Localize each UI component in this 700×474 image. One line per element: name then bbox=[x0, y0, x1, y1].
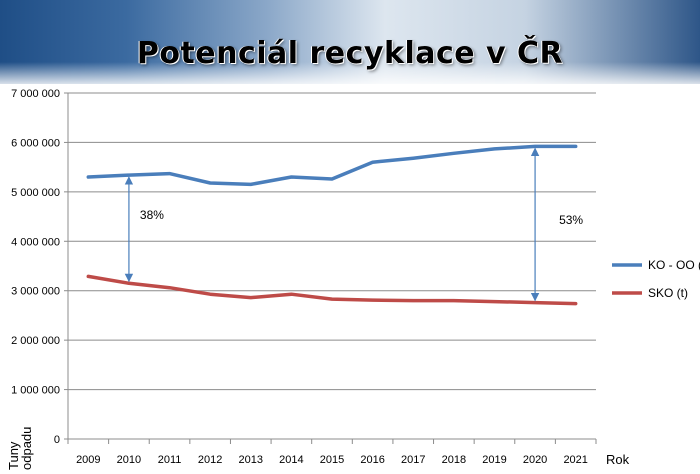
axes bbox=[64, 92, 597, 444]
slide-title: Potenciál recyklace v ČR bbox=[136, 36, 564, 71]
x-tick-label: 2020 bbox=[523, 454, 547, 466]
x-tick-label: 2019 bbox=[482, 454, 506, 466]
y-axis-title: Tuny odpadu bbox=[6, 427, 34, 470]
annotation-label: 53% bbox=[559, 213, 583, 227]
x-tick-label: 2017 bbox=[401, 454, 425, 466]
y-tick-label: 6 000 000 bbox=[11, 137, 60, 149]
x-tick-labels: 2009 2010 2011 2012 2013 2014 2015 2016 2017 2018… bbox=[76, 454, 588, 466]
x-tick-label: 2016 bbox=[360, 454, 384, 466]
x-tick-label: 2021 bbox=[563, 454, 587, 466]
legend-label: SKO (t) bbox=[648, 286, 688, 300]
y-tick-label: 4 000 000 bbox=[11, 236, 60, 248]
y-tick-label: 1 000 000 bbox=[11, 385, 60, 397]
annotation-label: 38% bbox=[140, 208, 164, 222]
series-lines bbox=[86, 144, 578, 306]
x-tick-label: 2018 bbox=[442, 454, 466, 466]
series-line-0 bbox=[86, 144, 578, 187]
x-tick-label: 2014 bbox=[279, 454, 303, 466]
gridlines bbox=[68, 92, 596, 391]
legend-label: KO - OO (t) bbox=[648, 258, 700, 272]
x-tick-label: 2010 bbox=[117, 454, 141, 466]
y-tick-label: 3 000 000 bbox=[11, 286, 60, 298]
series-line-1 bbox=[86, 274, 578, 306]
y-tick-label: 7 000 000 bbox=[11, 88, 60, 100]
legend: KO - OO (t) SKO (t) bbox=[612, 258, 700, 300]
y-axis-title-line-1: Tuny bbox=[6, 441, 21, 470]
annotations: 38% 53% bbox=[124, 147, 583, 302]
y-tick-label: 5 000 000 bbox=[11, 187, 60, 199]
x-tick-label: 2013 bbox=[239, 454, 263, 466]
y-tick-label: 2 000 000 bbox=[11, 335, 60, 347]
x-tick-label: 2015 bbox=[320, 454, 344, 466]
x-tick-label: 2011 bbox=[158, 454, 182, 466]
y-tick-label: 0 bbox=[54, 434, 60, 446]
header-fade bbox=[0, 62, 700, 86]
y-tick-labels: 0 1 000 000 2 000 000 3 000 000 4 000 000 5 0… bbox=[11, 88, 60, 446]
y-axis-title-line-2: odpadu bbox=[19, 427, 34, 470]
x-tick-label: 2009 bbox=[76, 454, 100, 466]
x-axis-title: Rok bbox=[606, 452, 630, 467]
x-tick-label: 2012 bbox=[198, 454, 222, 466]
